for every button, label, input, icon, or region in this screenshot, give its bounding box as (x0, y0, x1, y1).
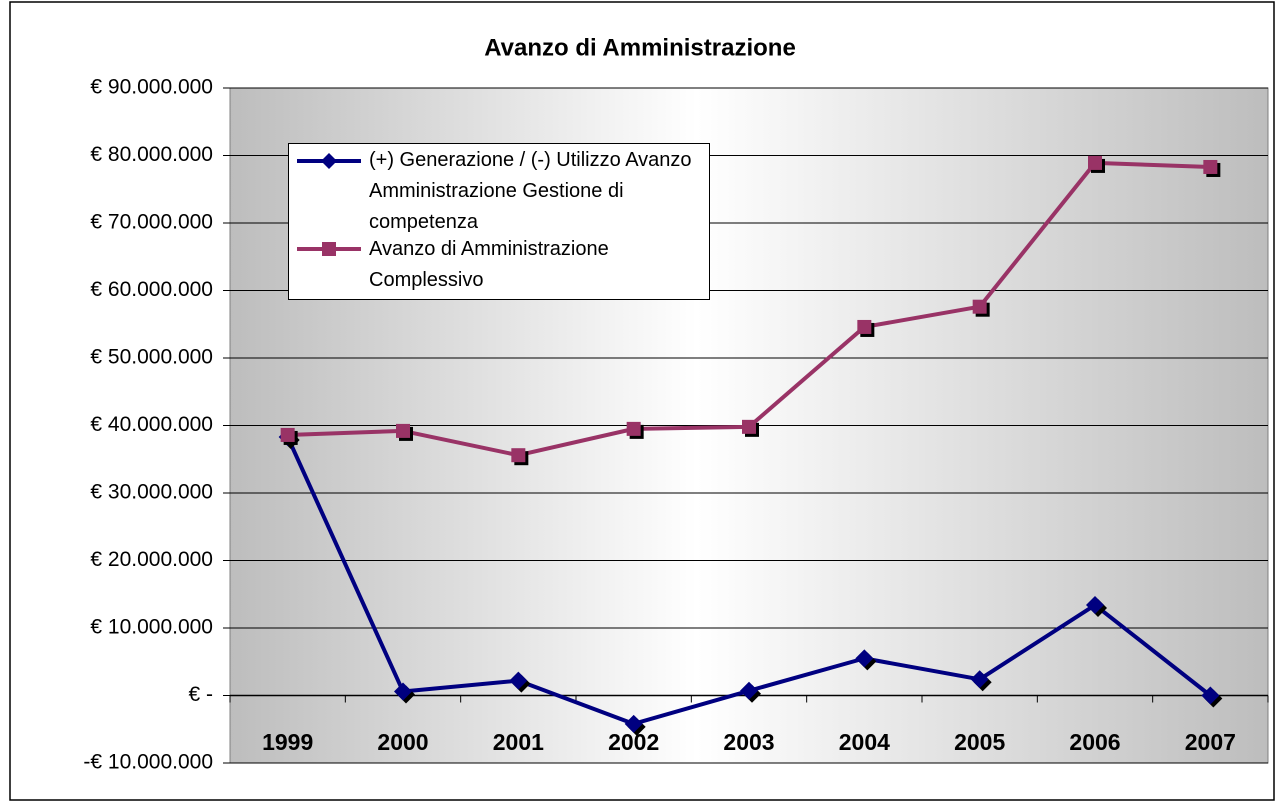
x-tick-label: 2006 (1069, 729, 1120, 755)
y-tick-label: € 40.000.000 (90, 413, 213, 436)
x-tick-label: 2007 (1185, 729, 1236, 755)
marker (1088, 155, 1102, 170)
y-tick-label: € 60.000.000 (90, 278, 213, 301)
y-tick-label: € 20.000.000 (90, 548, 213, 571)
x-tick-label: 2000 (377, 729, 428, 755)
marker (394, 682, 412, 701)
marker (857, 319, 872, 334)
y-tick-label: € 70.000.000 (90, 211, 213, 234)
marker (972, 299, 987, 314)
marker (280, 427, 295, 442)
y-tick-label: € 30.000.000 (90, 481, 213, 504)
marker (1203, 159, 1218, 174)
y-tick-label: € 90.000.000 (90, 76, 213, 99)
marker (1086, 596, 1104, 615)
legend-label: (+) Generazione / (-) Utilizzo Avanzo Am… (369, 149, 692, 233)
marker (626, 421, 641, 436)
legend-label: Avanzo di Amministrazione Complessivo (369, 238, 609, 291)
y-tick-label: € - (188, 683, 213, 706)
legend-marker (322, 242, 336, 256)
marker (970, 670, 989, 689)
marker (740, 681, 758, 700)
x-tick-label: 2004 (839, 729, 890, 755)
marker (624, 714, 643, 733)
x-tick-label: 2002 (608, 729, 659, 755)
y-tick-label: -€ 10.000.000 (83, 751, 213, 774)
y-tick-label: € 10.000.000 (90, 616, 213, 639)
marker (511, 448, 526, 463)
x-tick-label: 1999 (262, 729, 313, 755)
y-tick-label: € 80.000.000 (90, 143, 213, 166)
x-tick-label: 2005 (954, 729, 1005, 755)
legend-swatches (297, 153, 361, 256)
legend: (+) Generazione / (-) Utilizzo Avanzo Am… (288, 143, 710, 300)
x-tick-label: 2001 (493, 729, 544, 755)
marker (742, 419, 756, 434)
marker (509, 671, 528, 690)
y-tick-label: € 50.000.000 (90, 346, 213, 369)
legend-marker (321, 153, 337, 169)
chart-title: Avanzo di Amministrazione (484, 34, 796, 61)
marker (855, 649, 874, 668)
x-tick-label: 2003 (723, 729, 774, 755)
marker (396, 423, 410, 438)
marker (1201, 686, 1220, 705)
